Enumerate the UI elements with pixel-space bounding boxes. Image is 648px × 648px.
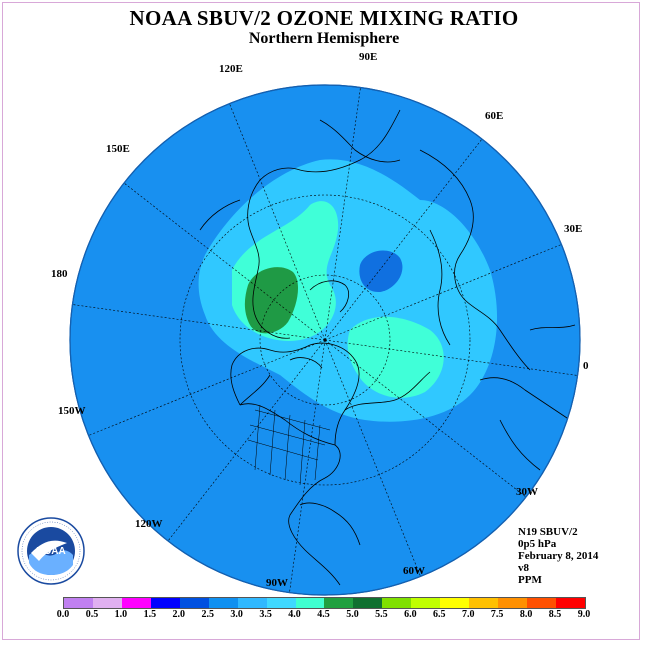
colorbar-tick-label: 0.0 [56, 609, 70, 620]
meridian-line [324, 244, 562, 341]
colorbar [63, 597, 586, 609]
lon-label-90e: 90E [359, 51, 378, 63]
colorbar-segment [382, 598, 412, 608]
lat-circle-70 [259, 274, 391, 406]
colorbar-segment [150, 598, 180, 608]
meridian-line [167, 339, 326, 542]
colorbar-tick-label: 9.0 [577, 609, 591, 620]
info-version: v8 [518, 562, 529, 574]
meridian-line [289, 339, 326, 593]
colorbar-segment [469, 598, 499, 608]
contour-2p5-region [359, 250, 403, 293]
lon-label-150w: 150W [58, 405, 86, 417]
colorbar-tick-label: 8.5 [548, 609, 562, 620]
colorbar-tick-label: 5.0 [346, 609, 359, 620]
colorbar-tick-label: 8.0 [519, 609, 533, 620]
info-instrument: N19 SBUV/2 [518, 526, 578, 538]
coastlines [199, 109, 576, 586]
meridian-line [123, 182, 326, 341]
lon-label-30e: 30E [564, 223, 583, 235]
lat-circle-50 [179, 194, 471, 486]
colorbar-tick-label: 4.0 [288, 609, 301, 620]
lon-label-0: 0 [583, 360, 589, 372]
colorbar-tick-label: 5.5 [375, 609, 388, 620]
map-title: NOAA SBUV/2 OZONE MIXING RATIO [129, 6, 519, 30]
colorbar-tick-label: 2.5 [201, 609, 214, 620]
colorbar-tick-label: 1.5 [143, 609, 157, 620]
colorbar-tick-label: 6.0 [404, 609, 417, 620]
colorbar-tick-label: 3.0 [230, 609, 243, 620]
colorbar-segment [295, 598, 325, 608]
colorbar-segment [237, 598, 267, 608]
colorbar-tick-label: 7.5 [490, 609, 504, 620]
colorbar-tick-label: 6.5 [433, 609, 446, 620]
colorbar-segment [121, 598, 151, 608]
colorbar-tick-label: 4.5 [317, 609, 330, 620]
meridian-line [324, 339, 527, 498]
lon-label-150e: 150E [106, 143, 130, 155]
meridian-line [72, 304, 326, 341]
colorbar-segment [353, 598, 383, 608]
info-level: 0p5 hPa [518, 538, 557, 550]
colorbar-segment [179, 598, 209, 608]
lon-label-60w: 60W [403, 565, 425, 577]
lon-label-120e: 120E [219, 63, 243, 75]
colorbar-segment [527, 598, 556, 608]
meridian-line [324, 339, 578, 376]
lon-label-180: 180 [51, 268, 68, 280]
colorbar-segment [324, 598, 354, 608]
colorbar-tick-label: 7.0 [461, 609, 475, 620]
figure-frame [2, 2, 640, 640]
noaa-logo: NOAA [17, 517, 85, 585]
meridian-line [229, 103, 326, 341]
colorbar-segment [411, 598, 441, 608]
lon-label-90w: 90W [266, 577, 288, 589]
contour-3p5-region-east [347, 316, 444, 398]
map-subtitle: Northern Hemisphere [248, 30, 400, 47]
colorbar-segment [440, 598, 470, 608]
info-block: N19 SBUV/2 0p5 hPa February 8, 2014 v8 P… [518, 526, 598, 586]
state-boundaries [247, 404, 331, 486]
meridian-line [324, 138, 483, 341]
colorbar-segment [64, 598, 93, 608]
contour-4p5-region [244, 267, 299, 334]
colorbar-segment [208, 598, 238, 608]
lon-label-120w: 120W [135, 518, 163, 530]
colorbar-tick-label: 0.5 [85, 609, 99, 620]
meridian-line [88, 339, 326, 436]
colorbar-segment [498, 598, 527, 608]
info-units: PPM [518, 574, 542, 586]
colorbar-segment [555, 598, 585, 608]
colorbar-tick-label: 3.5 [259, 609, 272, 620]
globe-outline [69, 84, 581, 596]
logo-text: NOAA [36, 546, 65, 557]
meridian-line [324, 87, 361, 341]
meridian-lines [72, 87, 578, 593]
lon-label-30w: 30W [516, 486, 538, 498]
colorbar-tick-label: 2.0 [172, 609, 186, 620]
colorbar-segment [92, 598, 122, 608]
colorbar-tick-label: 1.0 [114, 609, 128, 620]
info-date: February 8, 2014 [518, 550, 599, 562]
lon-label-60e: 60E [485, 110, 504, 122]
colorbar-segment [266, 598, 296, 608]
meridian-line [324, 339, 421, 577]
